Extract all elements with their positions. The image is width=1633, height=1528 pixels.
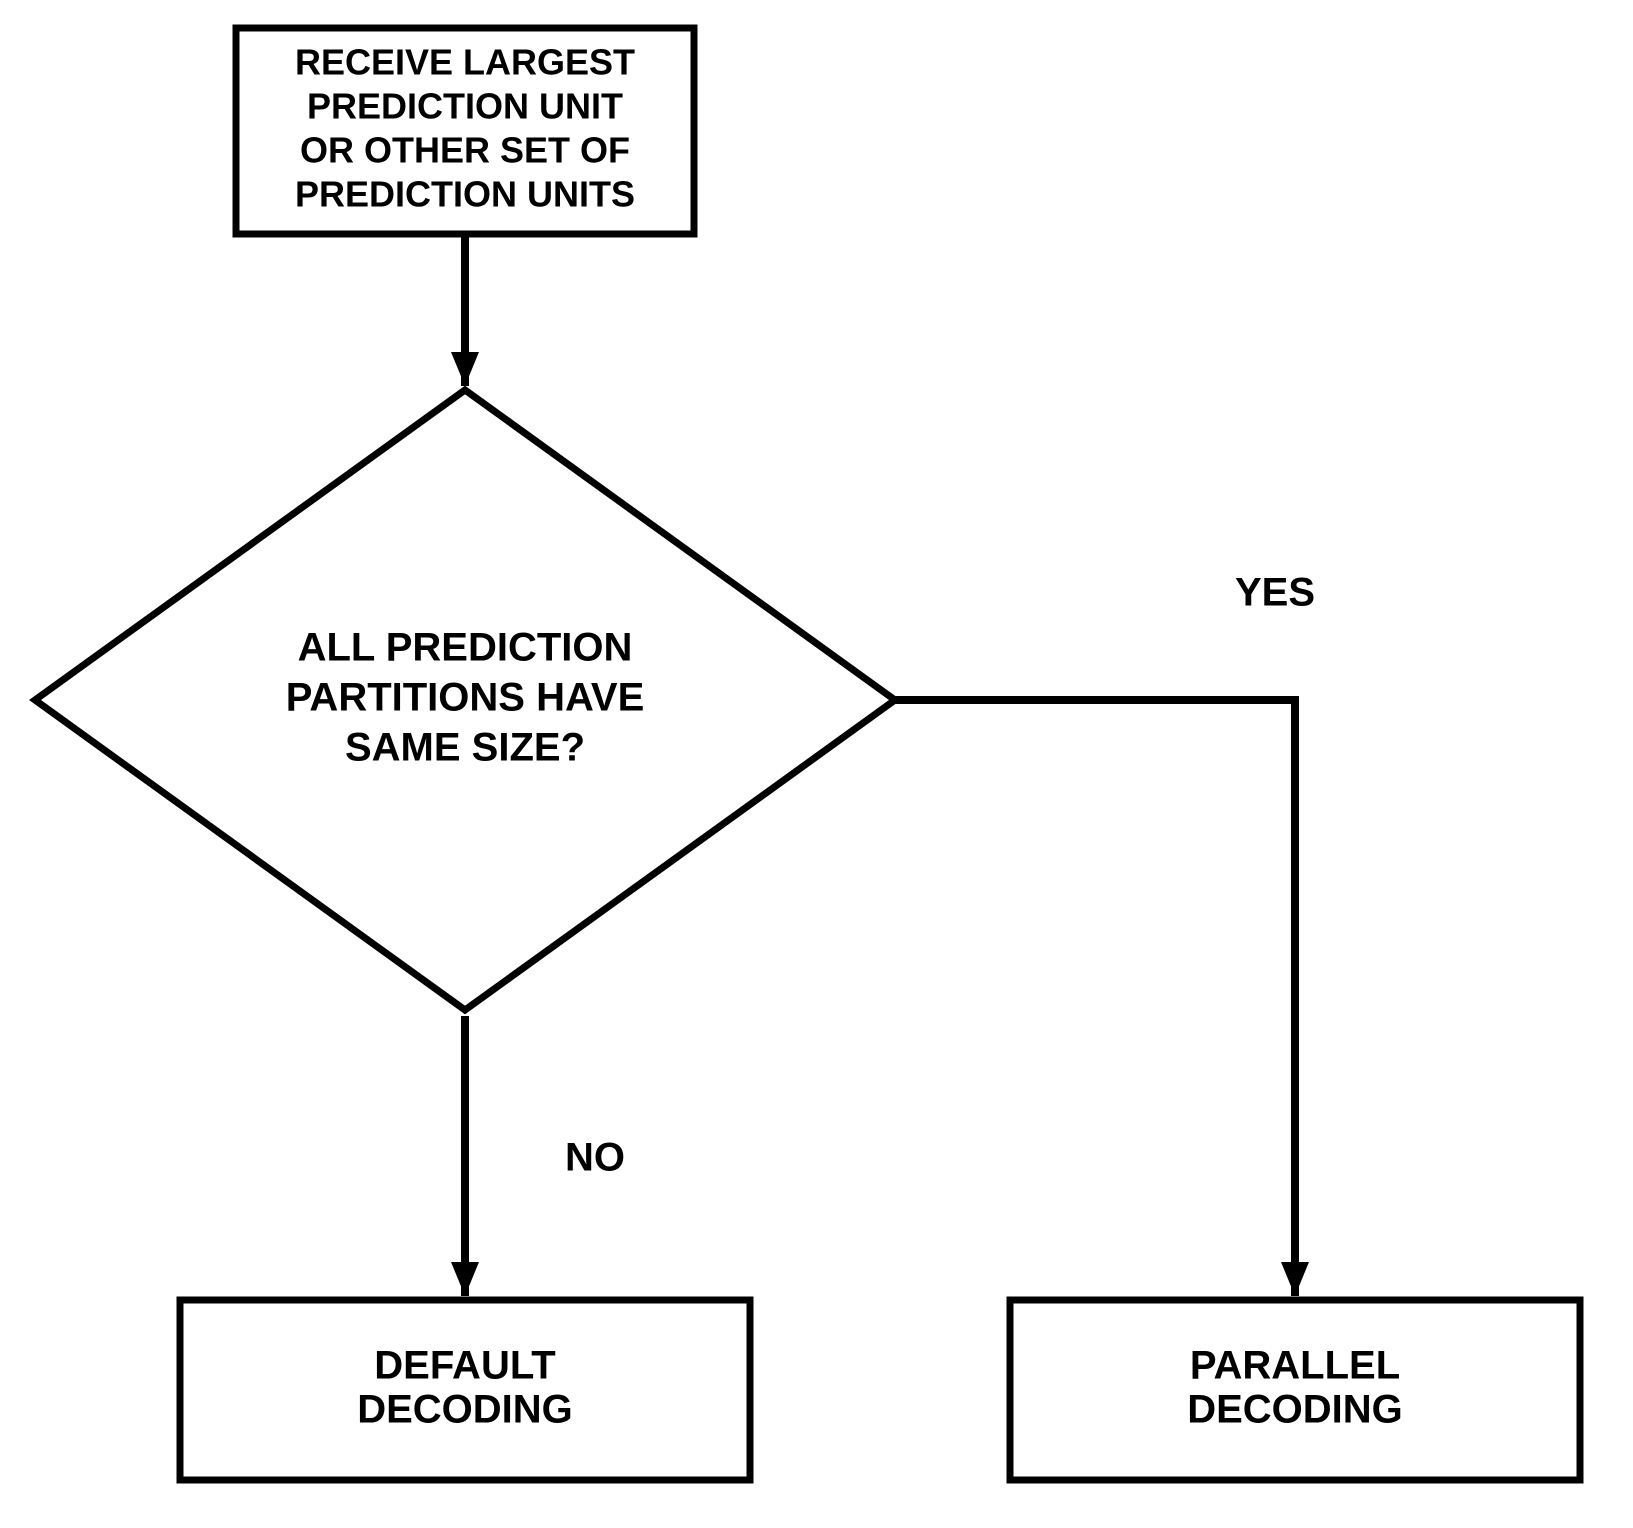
node-text-line-1: RECEIVE LARGEST xyxy=(295,42,635,83)
node-text-line-1: ALL PREDICTION xyxy=(298,626,633,670)
node-receive-prediction-units: RECEIVE LARGEST PREDICTION UNIT OR OTHER… xyxy=(236,28,694,234)
node-text-line-1: DEFAULT xyxy=(374,1344,555,1388)
node-text-line-3: OR OTHER SET OF xyxy=(300,130,630,171)
edge-line xyxy=(895,700,1295,1296)
node-text-line-2: PREDICTION UNIT xyxy=(307,86,623,127)
edge-n2-to-n4-yes: YES xyxy=(895,571,1315,1296)
node-text-line-1: PARALLEL xyxy=(1190,1344,1400,1388)
edge-label-yes: YES xyxy=(1235,571,1315,615)
node-text-line-2: PARTITIONS HAVE xyxy=(286,676,645,720)
node-text-line-2: DECODING xyxy=(357,1388,573,1432)
arrowhead-icon xyxy=(451,352,479,386)
edge-label-no: NO xyxy=(565,1136,625,1180)
arrowhead-icon xyxy=(1281,1262,1309,1296)
node-default-decoding: DEFAULT DECODING xyxy=(180,1300,750,1480)
edge-n1-to-n2 xyxy=(451,234,479,386)
node-decision-same-size: ALL PREDICTION PARTITIONS HAVE SAME SIZE… xyxy=(35,390,895,1010)
arrowhead-icon xyxy=(451,1262,479,1296)
edge-n2-to-n3-no: NO xyxy=(451,1016,625,1296)
node-text-line-4: PREDICTION UNITS xyxy=(295,174,635,215)
flowchart-canvas: RECEIVE LARGEST PREDICTION UNIT OR OTHER… xyxy=(0,0,1633,1528)
node-parallel-decoding: PARALLEL DECODING xyxy=(1010,1300,1580,1480)
node-text-line-2: DECODING xyxy=(1187,1388,1403,1432)
node-text-line-3: SAME SIZE? xyxy=(345,726,585,770)
